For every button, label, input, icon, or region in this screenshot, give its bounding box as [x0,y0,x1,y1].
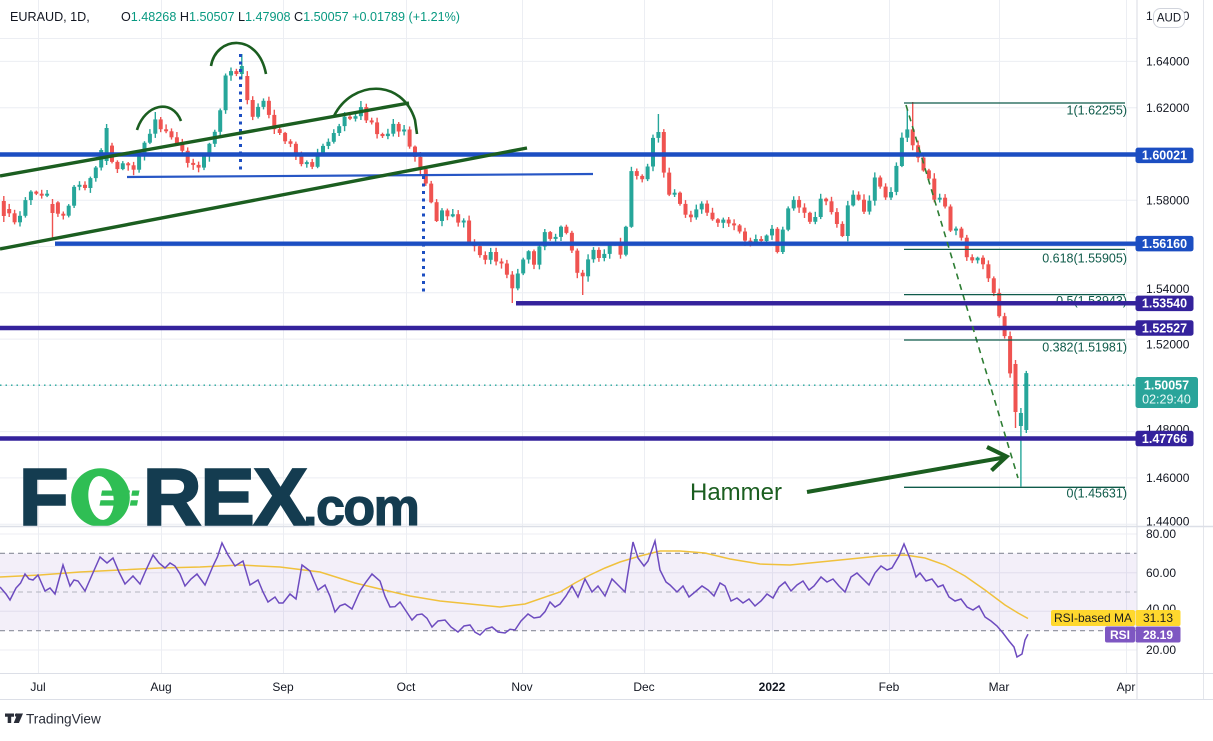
svg-text:1.47766: 1.47766 [1142,432,1187,446]
svg-text:RSI: RSI [1110,628,1130,642]
svg-text:1.50057: 1.50057 [1144,379,1189,393]
svg-text:F: F [19,453,67,543]
svg-text:1.44000: 1.44000 [1146,515,1190,529]
svg-text:0.5(1.53943): 0.5(1.53943) [1056,294,1127,308]
svg-text:RSI-based MA: RSI-based MA [1054,611,1132,625]
svg-text:0.382(1.51981): 0.382(1.51981) [1042,341,1127,355]
svg-text:1.52527: 1.52527 [1142,321,1187,335]
svg-text:Aug: Aug [150,680,171,694]
svg-text:1(1.62255): 1(1.62255) [1067,104,1127,118]
svg-text:Mar: Mar [989,680,1010,694]
svg-text:02:29:40: 02:29:40 [1142,393,1191,407]
svg-text:1.53540: 1.53540 [1142,297,1187,311]
svg-text:20.00: 20.00 [1146,643,1176,657]
svg-text:1.58000: 1.58000 [1146,194,1190,208]
svg-text:80.00: 80.00 [1146,527,1176,541]
svg-text:Feb: Feb [879,680,900,694]
svg-text:Nov: Nov [511,680,532,694]
svg-text:31.13: 31.13 [1143,611,1173,625]
svg-text:28.19: 28.19 [1143,628,1173,642]
svg-text:1.46000: 1.46000 [1146,471,1190,485]
svg-text:1.60021: 1.60021 [1142,149,1187,163]
svg-text:0.618(1.55905): 0.618(1.55905) [1042,252,1127,266]
svg-text:Dec: Dec [633,680,654,694]
svg-text:Sep: Sep [272,680,294,694]
svg-text:1.52000: 1.52000 [1146,338,1190,352]
svg-text:Hammer: Hammer [690,479,782,506]
svg-text:1.62000: 1.62000 [1146,101,1190,115]
svg-text:.com: .com [303,479,418,537]
svg-text:2022: 2022 [759,680,786,694]
svg-text:EURAUD, 1D,: EURAUD, 1D, [10,10,90,24]
svg-text:1.64000: 1.64000 [1146,55,1190,69]
svg-text:O1.48268 H1.50507 L1.47908 C1.: O1.48268 H1.50507 L1.47908 C1.50057 +0.0… [121,10,460,24]
svg-text:TradingView: TradingView [26,711,101,726]
svg-text:Oct: Oct [397,680,416,694]
svg-text:0(1.45631): 0(1.45631) [1067,487,1127,501]
svg-text:1.56160: 1.56160 [1142,237,1187,251]
svg-text:Jul: Jul [30,680,45,694]
svg-text:Apr: Apr [1117,680,1136,694]
svg-text:1.54000: 1.54000 [1146,282,1190,296]
svg-text:60.00: 60.00 [1146,566,1176,580]
svg-text:AUD: AUD [1157,13,1181,25]
svg-text:REX: REX [143,453,308,543]
